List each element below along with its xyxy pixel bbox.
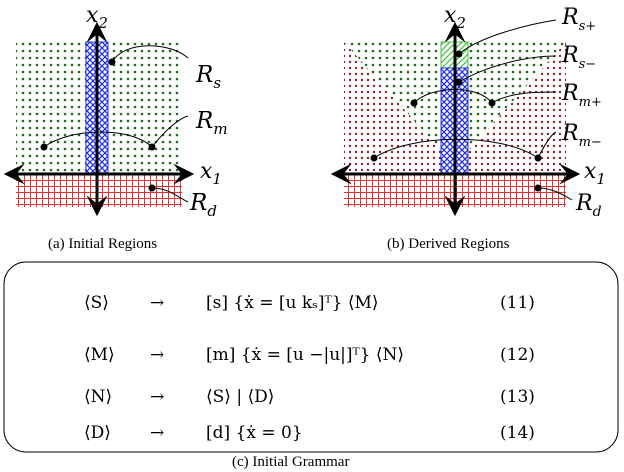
rule-rhs: ⟨S⟩ | ⟨D⟩ [206,387,274,407]
label-rm: Rm [195,108,228,138]
rule-number: (14) [500,423,535,443]
leader-rm-dot1 [40,143,48,151]
grammar-box [3,261,619,453]
rule-lhs: ⟨S⟩ [84,293,109,313]
leader-rs-minus-dot [455,78,463,86]
rule-number: (11) [500,293,535,313]
label-rm-plus: Rm+ [561,81,602,110]
rule-rhs: [s] {ẋ = [u kₛ]ᵀ} ⟨M⟩ [206,293,379,313]
label-rs-minus: Rs− [561,43,596,72]
panel-a: x2 x1 Rs Rm Rd (a) Initial Regions [3,3,228,252]
leader-rd [151,187,189,203]
grammar-rule: ⟨D⟩ → [d] {ẋ = 0} (14) [84,423,535,443]
rule-lhs: ⟨M⟩ [84,345,115,365]
leader-rd-dot [148,184,156,192]
x2-axis-label: x2 [86,3,108,32]
rule-arrow: → [150,387,164,407]
rule-number: (12) [500,345,535,365]
panel-b: x2 x1 Rs+ Rs− Rm+ Rm− Rd (b) Derived Reg… [330,3,606,252]
rule-lhs: ⟨N⟩ [84,387,112,407]
leader-rm-plus-dot2 [488,99,496,107]
leader-rm-minus [373,131,557,159]
label-rd: Rd [189,190,217,220]
rule-rhs: [m] {ẋ = [u −|u|]ᵀ} ⟨N⟩ [206,345,404,365]
grammar-rule: ⟨M⟩ → [m] {ẋ = [u −|u|]ᵀ} ⟨N⟩ (12) [84,345,535,365]
x2-axis-label: x2 [444,3,466,32]
label-rs-plus: Rs+ [561,5,596,34]
grammar-rule: ⟨N⟩ → ⟨S⟩ | ⟨D⟩ (13) [84,387,535,407]
leader-rs-dot [108,58,116,66]
leader-rs-minus [458,55,557,83]
region-d-grid [16,174,182,207]
leader-rs-plus [458,19,557,55]
caption-c: (c) Initial Grammar [232,454,349,470]
rule-arrow: → [150,293,164,313]
rule-lhs: ⟨D⟩ [84,423,111,443]
rule-arrow: → [150,345,164,365]
leader-rm-plus-dot1 [410,99,418,107]
leader-rm-plus [413,89,557,104]
leader-rm-minus-dot1 [370,154,378,162]
leader-rm-dot2 [148,143,156,151]
rule-arrow: → [150,423,164,443]
caption-a: (a) Initial Regions [48,236,157,252]
leader-rm-minus-dot2 [534,154,542,162]
leader-rs [111,45,189,63]
leader-rm [43,115,189,148]
x1-axis-label: x1 [200,159,222,188]
panel-c: ⟨S⟩ → [s] {ẋ = [u kₛ]ᵀ} ⟨M⟩ (11) ⟨M⟩ → [… [3,261,619,470]
label-rs: Rs [195,62,221,92]
grammar-rule: ⟨S⟩ → [s] {ẋ = [u kₛ]ᵀ} ⟨M⟩ (11) [84,293,535,313]
caption-b: (b) Derived Regions [387,236,510,252]
rule-rhs: [d] {ẋ = 0} [206,423,303,443]
rule-number: (13) [500,387,535,407]
x1-axis-label: x1 [584,159,606,188]
label-rd: Rd [575,191,602,220]
leader-rd-dot [534,184,542,192]
leader-rs-plus-dot [455,50,463,58]
label-rm-minus: Rm− [561,121,602,150]
